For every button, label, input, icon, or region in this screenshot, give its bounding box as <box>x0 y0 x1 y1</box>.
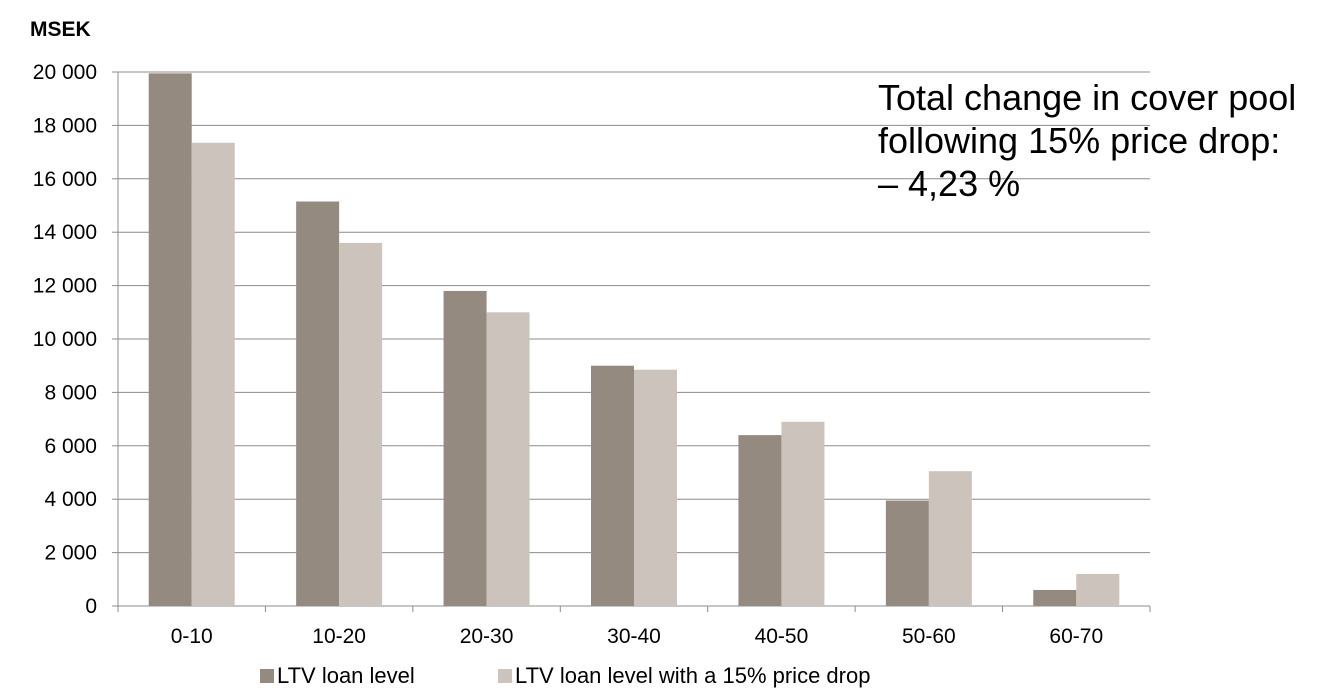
x-tick-label: 40-50 <box>755 625 809 648</box>
bar-series-2 <box>634 369 677 606</box>
y-tick-label: 10 000 <box>33 328 97 351</box>
bar-series-1 <box>1033 589 1077 606</box>
y-tick-label: 16 000 <box>33 168 97 191</box>
y-tick-label: 0 <box>85 595 97 618</box>
x-tick-label: 50-60 <box>902 625 956 648</box>
x-tick-label: 30-40 <box>607 625 661 648</box>
bar-series-1 <box>885 500 929 606</box>
y-tick-label: 4 000 <box>44 488 97 511</box>
annotation-line-3: – 4,23 % <box>878 163 1021 204</box>
bar-series-1 <box>296 201 340 606</box>
x-tick-label: 0-10 <box>171 625 213 648</box>
y-tick-label: 20 000 <box>33 61 97 84</box>
legend-swatch-2 <box>498 669 512 683</box>
bar-series-1 <box>738 435 782 606</box>
y-tick-label: 8 000 <box>44 381 97 404</box>
bar-series-1 <box>443 290 487 606</box>
x-tick-label: 10-20 <box>312 625 366 648</box>
bar-series-2 <box>191 142 235 606</box>
y-tick-label: 14 000 <box>33 221 97 244</box>
annotation-box: Total change in cover pool following 15%… <box>878 76 1308 205</box>
annotation-line-1: Total change in cover pool <box>878 77 1297 118</box>
bar-series-2 <box>781 421 825 606</box>
y-tick-label: 2 000 <box>44 542 97 565</box>
annotation-line-2: following 15% price drop: <box>878 120 1281 161</box>
legend-label-1: LTV loan level <box>277 663 415 688</box>
bar-series-2 <box>1076 573 1120 606</box>
y-tick-label: 6 000 <box>44 435 97 458</box>
bar-series-1 <box>148 73 192 606</box>
legend-swatch-1 <box>260 669 274 683</box>
bar-series-2 <box>339 242 383 606</box>
x-tick-label: 20-30 <box>460 625 514 648</box>
y-tick-label: 12 000 <box>33 275 97 298</box>
unit-label: MSEK <box>30 18 91 41</box>
y-tick-label: 18 000 <box>33 114 97 137</box>
x-tick-label: 60-70 <box>1049 625 1103 648</box>
bar-series-2 <box>928 471 972 606</box>
bar-series-2 <box>486 312 530 606</box>
legend-label-2: LTV loan level with a 15% price drop <box>515 663 870 688</box>
bar-series-1 <box>591 365 634 606</box>
